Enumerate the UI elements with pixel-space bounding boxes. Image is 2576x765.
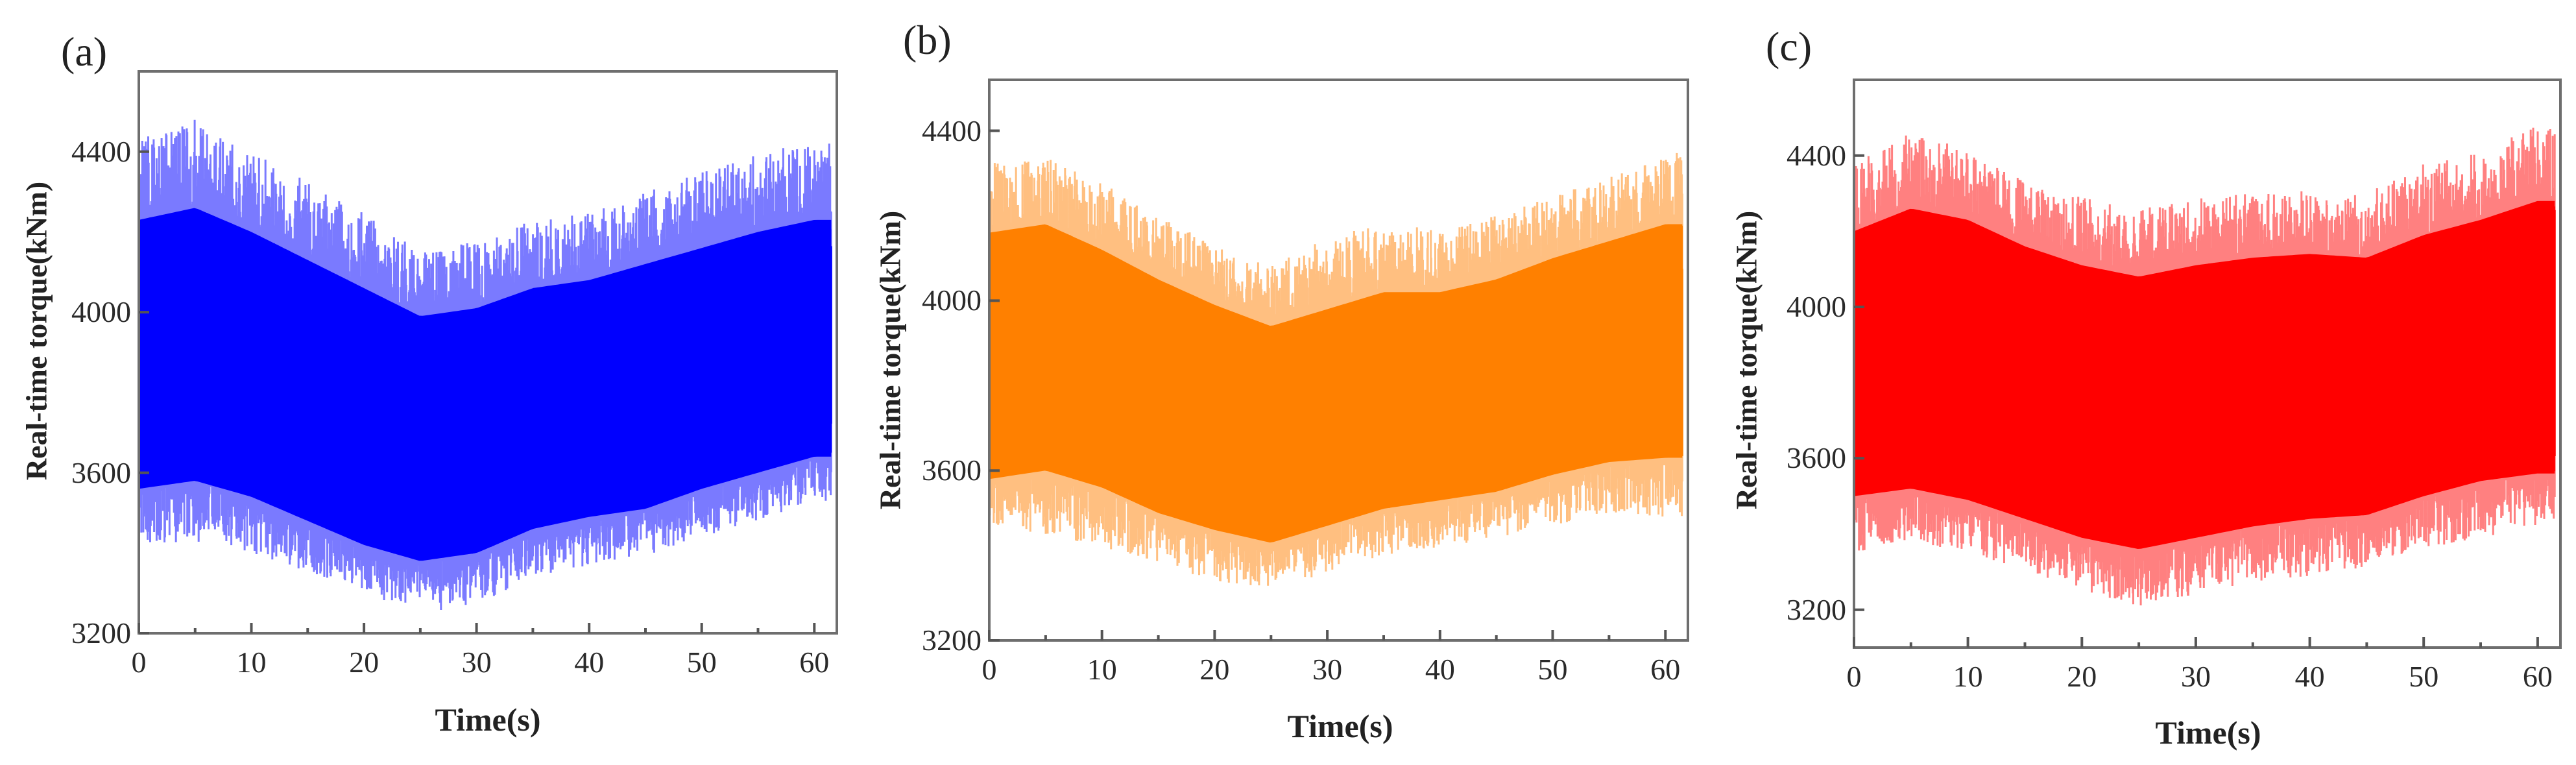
torque-signal-c bbox=[1853, 127, 2556, 605]
y-tick-label: 3200 bbox=[71, 616, 131, 650]
x-tick-label: 0 bbox=[1846, 660, 1862, 693]
x-axis-title-c: Time(s) bbox=[2155, 714, 2261, 751]
x-tick-label: 20 bbox=[2067, 660, 2097, 693]
y-axis-title-c: Real-time torque(kNm) bbox=[1729, 210, 1763, 510]
y-tick-label: 4000 bbox=[922, 284, 981, 317]
panel-label-a: (a) bbox=[61, 29, 108, 75]
x-tick-label: 40 bbox=[2294, 660, 2325, 693]
x-tick-label: 50 bbox=[686, 646, 717, 679]
x-axis-title-b: Time(s) bbox=[1287, 708, 1393, 744]
x-tick-label: 20 bbox=[349, 646, 379, 679]
plot-frame-a bbox=[138, 70, 838, 635]
chart-panel-b: (b) Real-time torque(kNm) Time(s) 0 10 20 3… bbox=[874, 17, 1689, 744]
plot-frame-c bbox=[1853, 79, 2562, 649]
torque-signal-a bbox=[138, 119, 832, 610]
x-tick-label: 30 bbox=[1312, 653, 1343, 686]
x-tick-label: 40 bbox=[574, 646, 605, 679]
x-tick-label: 50 bbox=[1537, 653, 1568, 686]
x-tick-label: 10 bbox=[1087, 653, 1117, 686]
panel-label-b: (b) bbox=[903, 17, 952, 63]
x-tick-label: 30 bbox=[461, 646, 492, 679]
x-tick-label: 30 bbox=[2180, 660, 2211, 693]
x-tick-label: 60 bbox=[1650, 653, 1681, 686]
y-tick-label: 4400 bbox=[71, 134, 131, 168]
y-tick-label: 3200 bbox=[922, 624, 981, 657]
torque-signal-b bbox=[988, 152, 1683, 586]
y-tick-label: 3600 bbox=[71, 455, 131, 489]
y-tick-label: 4400 bbox=[1787, 138, 1846, 172]
x-tick-label: 20 bbox=[1199, 653, 1230, 686]
y-tick-label: 3600 bbox=[922, 454, 981, 487]
y-tick-label: 3600 bbox=[1787, 441, 1846, 475]
panel-label-c: (c) bbox=[1766, 23, 1812, 69]
x-tick-label: 40 bbox=[1425, 653, 1455, 686]
plot-frame-b bbox=[988, 79, 1689, 642]
x-tick-label: 60 bbox=[2522, 660, 2553, 693]
x-tick-label: 50 bbox=[2409, 660, 2439, 693]
y-tick-label: 4000 bbox=[71, 295, 131, 329]
y-tick-label: 3200 bbox=[1787, 592, 1846, 626]
x-tick-label: 0 bbox=[131, 646, 147, 679]
x-tick-label: 10 bbox=[236, 646, 267, 679]
x-axis-title-a: Time(s) bbox=[435, 701, 541, 738]
y-tick-label: 4000 bbox=[1787, 290, 1846, 323]
x-tick-label: 10 bbox=[1953, 660, 1983, 693]
x-tick-label: 0 bbox=[981, 653, 997, 686]
y-tick-label: 4400 bbox=[922, 114, 981, 147]
x-tick-label: 60 bbox=[799, 646, 830, 679]
chart-panel-a: (a) Real-time torque(kNm) Time(s) 0 10 20 3… bbox=[0, 0, 856, 765]
